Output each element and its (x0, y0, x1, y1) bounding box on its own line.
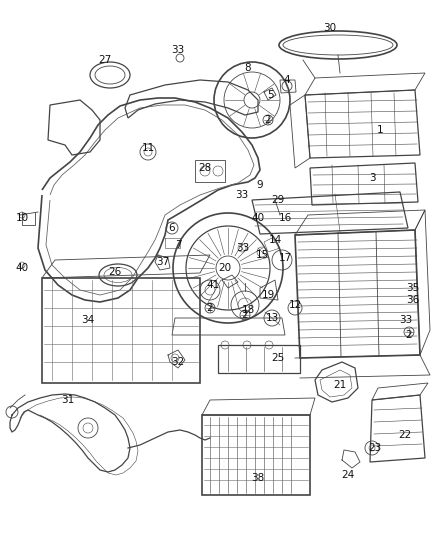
Text: 31: 31 (61, 395, 74, 405)
Text: 29: 29 (272, 195, 285, 205)
Text: 8: 8 (245, 63, 251, 73)
Text: 41: 41 (206, 280, 219, 290)
Text: 35: 35 (406, 283, 420, 293)
Text: 26: 26 (108, 267, 122, 277)
Text: 28: 28 (198, 163, 212, 173)
Text: 19: 19 (261, 290, 275, 300)
Text: 2: 2 (242, 310, 248, 320)
Text: 14: 14 (268, 235, 282, 245)
Bar (195, 160, 225, 182)
Text: 33: 33 (235, 190, 249, 200)
Bar (42, 278, 200, 383)
Text: 38: 38 (251, 473, 265, 483)
Text: 21: 21 (333, 380, 346, 390)
Text: 5: 5 (267, 90, 273, 100)
Text: 15: 15 (255, 250, 268, 260)
Text: 40: 40 (251, 213, 265, 223)
Text: 34: 34 (81, 315, 95, 325)
Text: 3: 3 (369, 173, 375, 183)
Bar (202, 415, 310, 495)
Text: 40: 40 (15, 263, 28, 273)
Text: 22: 22 (399, 430, 412, 440)
Text: 25: 25 (272, 353, 285, 363)
Text: 7: 7 (175, 240, 181, 250)
Text: 33: 33 (171, 45, 185, 55)
Text: 16: 16 (279, 213, 292, 223)
Bar (218, 345, 300, 373)
Text: 33: 33 (237, 243, 250, 253)
Text: 2: 2 (406, 330, 412, 340)
Text: 20: 20 (219, 263, 232, 273)
Text: 30: 30 (323, 23, 336, 33)
Text: 37: 37 (156, 257, 170, 267)
Text: 6: 6 (169, 223, 175, 233)
Text: 33: 33 (399, 315, 413, 325)
Text: 18: 18 (241, 305, 254, 315)
Text: 27: 27 (99, 55, 112, 65)
Text: 23: 23 (368, 443, 381, 453)
Text: 36: 36 (406, 295, 420, 305)
Text: 2: 2 (265, 115, 271, 125)
Text: 12: 12 (288, 300, 302, 310)
Text: 17: 17 (279, 253, 292, 263)
Text: 9: 9 (257, 180, 263, 190)
Text: 4: 4 (284, 75, 290, 85)
Text: 32: 32 (171, 357, 185, 367)
Text: 10: 10 (15, 213, 28, 223)
Text: 1: 1 (377, 125, 383, 135)
Text: 2: 2 (207, 303, 213, 313)
Text: 13: 13 (265, 313, 279, 323)
Text: 11: 11 (141, 143, 155, 153)
Text: 24: 24 (341, 470, 355, 480)
